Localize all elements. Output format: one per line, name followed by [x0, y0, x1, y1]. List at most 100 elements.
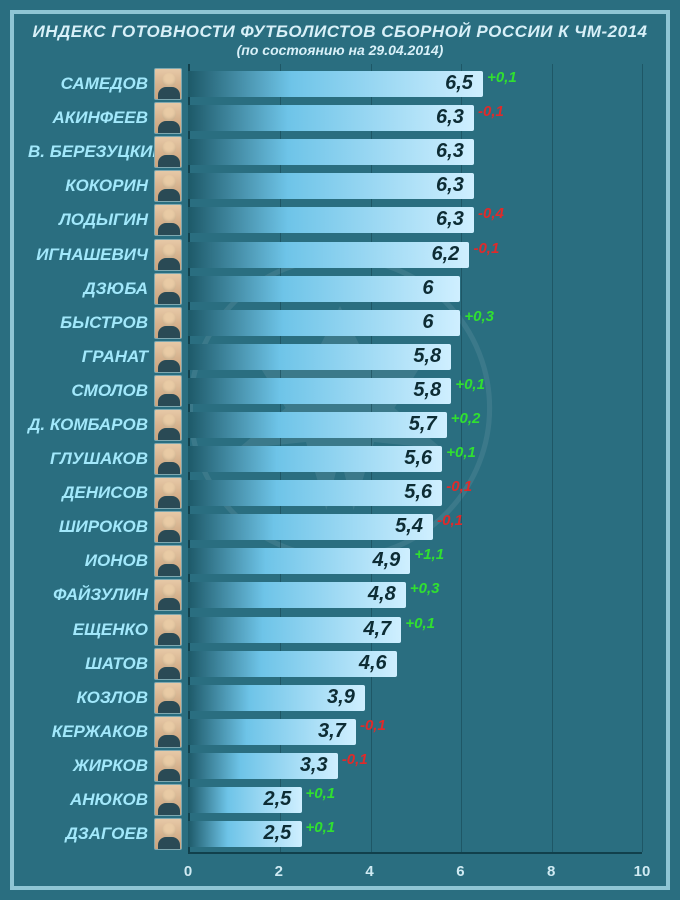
player-name: АКИНФЕЕВ	[28, 108, 154, 128]
delta-badge: -0,4	[478, 205, 504, 222]
player-row: В. БЕРЕЗУЦКИЙ6,3	[28, 136, 642, 168]
player-row: ГЛУШАКОВ5,6+0,1	[28, 443, 642, 475]
bar-track: 2,5 +0,1	[188, 819, 642, 849]
player-name: КОЗЛОВ	[28, 688, 154, 708]
bar-value: 6	[422, 277, 433, 300]
player-row: БЫСТРОВ 6+0,3	[28, 307, 642, 339]
bar-value: 4,9	[372, 549, 400, 572]
player-avatar-icon	[154, 136, 182, 168]
chart-subtitle: (по состоянию на 29.04.2014)	[28, 42, 652, 58]
bar-track: 3,9	[188, 683, 642, 713]
bar-track: 5,4-0,1	[188, 512, 642, 542]
player-row: ГРАНАТ 5,8	[28, 341, 642, 373]
bar-value: 3,7	[318, 720, 346, 743]
delta-badge: -0,1	[360, 717, 386, 734]
bar-track: 4,8+0,3	[188, 580, 642, 610]
bar	[188, 139, 474, 165]
bar-track: 3,3 -0,1	[188, 751, 642, 781]
player-name: КОКОРИН	[28, 176, 154, 196]
player-row: ДЗЮБА6	[28, 273, 642, 305]
bar-value: 6,3	[436, 140, 464, 163]
x-tick-label: 2	[275, 863, 283, 880]
player-row: ИОНОВ 4,9 +1,1	[28, 545, 642, 577]
bar-value: 6,5	[445, 72, 473, 95]
bar-track: 6,3-0,1	[188, 103, 642, 133]
player-name: САМЕДОВ	[28, 74, 154, 94]
delta-badge: -0,1	[437, 512, 463, 529]
bar	[188, 276, 460, 302]
x-tick-label: 8	[547, 863, 555, 880]
player-row: САМЕДОВ 6,5 +0,1	[28, 68, 642, 100]
player-avatar-icon	[154, 170, 182, 202]
player-row: Д. КОМБАРОВ5,7+0,2	[28, 409, 642, 441]
player-name: ЛОДЫГИН	[28, 210, 154, 230]
bar-value: 4,6	[359, 652, 387, 675]
player-row: КЕРЖАКОВ3,7-0,1	[28, 716, 642, 748]
bar-track: 6,2 -0,1	[188, 240, 642, 270]
bar-track: 6+0,3	[188, 308, 642, 338]
bar-value: 6,3	[436, 208, 464, 231]
bar-track: 6	[188, 274, 642, 304]
bar-value: 4,7	[363, 618, 391, 641]
player-row: ИГНАШЕВИЧ6,2-0,1	[28, 238, 642, 270]
player-row: ЛОДЫГИН 6,3 -0,4	[28, 204, 642, 236]
outer-frame: ИНДЕКС ГОТОВНОСТИ ФУТБОЛИСТОВ СБОРНОЙ РО…	[0, 0, 680, 900]
delta-badge: +1,1	[414, 546, 444, 563]
player-row: ЕЩЕНКО4,7+0,1	[28, 614, 642, 646]
bar	[188, 173, 474, 199]
chart-title: ИНДЕКС ГОТОВНОСТИ ФУТБОЛИСТОВ СБОРНОЙ РО…	[28, 22, 652, 42]
player-row: ШАТОВ4,6	[28, 648, 642, 680]
bar	[188, 105, 474, 131]
bar-track: 6,3	[188, 171, 642, 201]
delta-badge: +0,2	[451, 410, 481, 427]
bar	[188, 71, 483, 97]
bar	[188, 344, 451, 370]
delta-badge: +0,3	[410, 580, 440, 597]
bar-value: 3,9	[327, 686, 355, 709]
player-avatar-icon	[154, 273, 182, 305]
delta-badge: -0,1	[473, 240, 499, 257]
player-name: АНЮКОВ	[28, 790, 154, 810]
bar-value: 2,5	[264, 822, 292, 845]
bar-track: 6,5 +0,1	[188, 69, 642, 99]
player-avatar-icon	[154, 409, 182, 441]
delta-badge: -0,1	[478, 103, 504, 120]
player-name: ГРАНАТ	[28, 347, 154, 367]
delta-badge: +0,1	[487, 69, 517, 86]
player-name: ШИРОКОВ	[28, 517, 154, 537]
player-avatar-icon	[154, 818, 182, 850]
player-row: ФАЙЗУЛИН 4,8+0,3	[28, 579, 642, 611]
player-avatar-icon	[154, 784, 182, 816]
delta-badge: +0,1	[306, 819, 336, 836]
bar-track: 2,5+0,1	[188, 785, 642, 815]
bar-value: 5,8	[413, 379, 441, 402]
player-row: ЖИРКОВ 3,3 -0,1	[28, 750, 642, 782]
player-avatar-icon	[154, 239, 182, 271]
bar-value: 5,8	[413, 345, 441, 368]
player-name: БЫСТРОВ	[28, 313, 154, 333]
player-name: ДЗАГОЕВ	[28, 824, 154, 844]
player-row: СМОЛОВ5,8+0,1	[28, 375, 642, 407]
player-avatar-icon	[154, 341, 182, 373]
bar-track: 4,7+0,1	[188, 615, 642, 645]
bar	[188, 242, 469, 268]
player-name: ФАЙЗУЛИН	[28, 585, 154, 605]
player-name: СМОЛОВ	[28, 381, 154, 401]
player-avatar-icon	[154, 375, 182, 407]
bar-value: 3,3	[300, 754, 328, 777]
player-row: КОКОРИН 6,3	[28, 170, 642, 202]
delta-badge: -0,1	[342, 751, 368, 768]
bar-track: 5,6+0,1	[188, 444, 642, 474]
bar-rows: САМЕДОВ6,5+0,1АКИНФЕЕВ6,3-0,1В. БЕРЕЗУЦК…	[28, 68, 642, 850]
player-avatar-icon	[154, 579, 182, 611]
player-avatar-icon	[154, 511, 182, 543]
x-tick-label: 10	[634, 863, 651, 880]
player-name: ЖИРКОВ	[28, 756, 154, 776]
player-avatar-icon	[154, 750, 182, 782]
bar-value: 6,2	[431, 243, 459, 266]
player-name: ИОНОВ	[28, 551, 154, 571]
player-avatar-icon	[154, 648, 182, 680]
bar	[188, 378, 451, 404]
bar-value: 2,5	[264, 788, 292, 811]
player-avatar-icon	[154, 614, 182, 646]
